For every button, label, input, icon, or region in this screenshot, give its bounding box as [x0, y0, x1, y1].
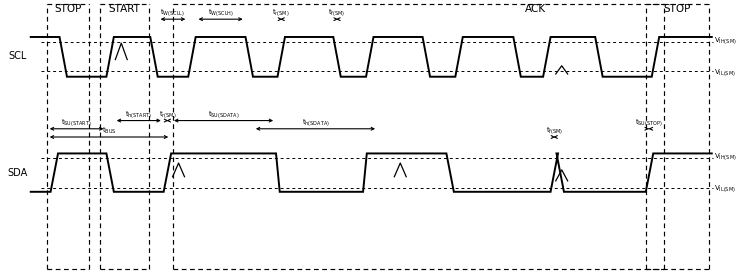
Text: START: START [109, 4, 140, 14]
Text: t$_{\rm SU(START)}$: t$_{\rm SU(START)}$ [61, 117, 92, 128]
Text: t$_{\rm f(SM)}$: t$_{\rm f(SM)}$ [545, 125, 563, 136]
Text: V$_{\rm IL(SM)}$: V$_{\rm IL(SM)}$ [714, 67, 736, 78]
Text: t$_{\rm r(SM)}$: t$_{\rm r(SM)}$ [272, 8, 290, 18]
Text: t$_{\rm BUS}$: t$_{\rm BUS}$ [102, 126, 116, 136]
Text: V$_{\rm IL(SM)}$: V$_{\rm IL(SM)}$ [714, 184, 736, 195]
Text: t$_{\rm h(SDATA)}$: t$_{\rm h(SDATA)}$ [301, 117, 330, 128]
Text: STOP: STOP [664, 4, 690, 14]
Text: ACK: ACK [525, 4, 546, 14]
Text: t$_{\rm W(SCLL)}$: t$_{\rm W(SCLL)}$ [161, 8, 185, 18]
Text: STOP: STOP [54, 4, 81, 14]
Text: V$_{\rm IH(SM)}$: V$_{\rm IH(SM)}$ [714, 36, 737, 47]
Text: SDA: SDA [7, 168, 28, 178]
Text: t$_{\rm f(SM)}$: t$_{\rm f(SM)}$ [328, 8, 346, 18]
Text: t$_{\rm W(SCLH)}$: t$_{\rm W(SCLH)}$ [208, 8, 234, 18]
Text: t$_{\rm SU(STOP)}$: t$_{\rm SU(STOP)}$ [635, 117, 663, 128]
Text: t$_{\rm SU(SDATA)}$: t$_{\rm SU(SDATA)}$ [208, 109, 240, 120]
Text: V$_{\rm IH(SM)}$: V$_{\rm IH(SM)}$ [714, 151, 737, 162]
Text: t$_{\rm r(SM)}$: t$_{\rm r(SM)}$ [158, 109, 176, 120]
Text: t$_{\rm h(START)}$: t$_{\rm h(START)}$ [125, 109, 153, 120]
Text: SCL: SCL [8, 51, 26, 61]
